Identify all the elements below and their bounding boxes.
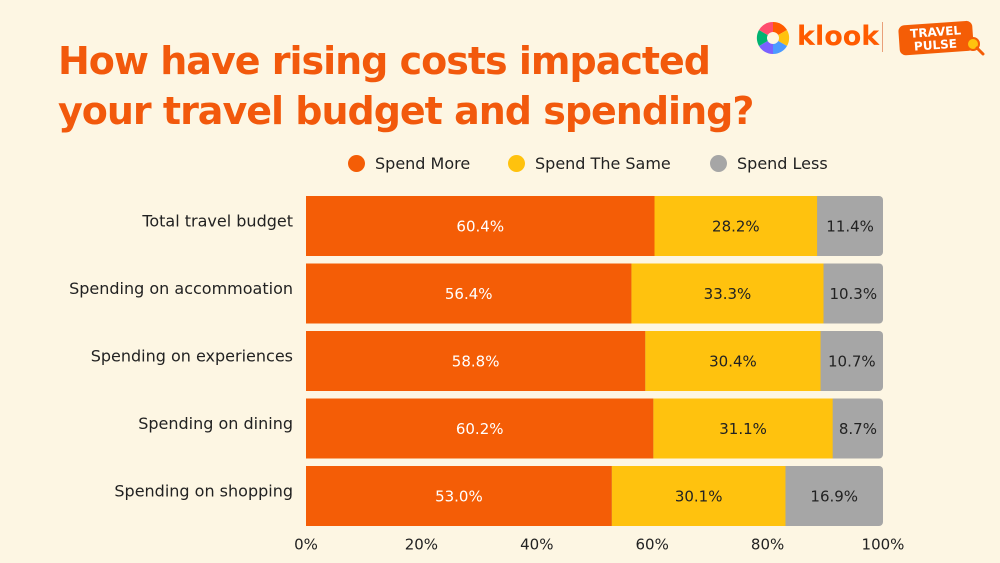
legend-item-spend-same: Spend The Same [508,150,671,176]
legend-label-spend-more: Spend More [375,153,471,173]
legend-label-spend-same: Spend The Same [535,153,671,173]
svg-text:TRAVEL: TRAVEL [910,23,962,41]
data-label-spend-more: 58.8% [452,353,500,371]
data-label-spend-less: 11.4% [826,218,874,236]
klook-brand-name: klook [797,21,880,52]
chart-title-line-1: How have rising costs impacted [58,39,711,83]
bar-segment-spend-same [611,466,786,526]
legend-swatch-spend-same [508,154,525,172]
data-label-spend-more: 60.2% [456,420,504,438]
x-tick-label: 40% [520,536,553,554]
legend-label-spend-less: Spend Less [737,153,828,173]
category-label: Spending on dining [138,414,293,433]
brand-logos: klook TRAVEL PULSE [755,20,985,56]
data-label-spend-same: 31.1% [719,420,767,438]
legend-swatch-spend-more [348,154,365,172]
category-label: Spending on experiences [91,347,293,366]
svg-text:PULSE: PULSE [914,37,958,54]
data-label-spend-less: 10.7% [828,353,876,371]
data-label-spend-less: 8.7% [839,420,877,438]
bar-segment-spend-less [823,263,879,324]
legend-swatch-spend-less [710,154,727,172]
bar-segment-spend-less [820,331,879,391]
bar-segment-spend-more [306,196,655,256]
data-label-spend-more: 56.4% [445,285,493,303]
data-label-spend-same: 33.3% [704,285,752,303]
data-label-spend-more: 60.4% [456,218,504,236]
category-label: Spending on accommoation [69,279,293,298]
x-tick-label: 60% [636,536,669,554]
data-label-spend-less: 16.9% [810,488,858,506]
bar-segment-spend-same [654,196,818,256]
bar-segment-spend-more [306,466,612,526]
chart-title-line-2: your travel budget and spending? [58,89,754,133]
category-label: Total travel budget [141,212,293,231]
bar-segment-spend-same [653,398,833,459]
bar-segment-spend-same [645,331,821,391]
data-label-spend-less: 10.3% [829,285,877,303]
data-label-spend-same: 30.4% [709,353,757,371]
klook-logo-icon [756,21,790,55]
bar-segment-spend-more [306,263,632,324]
category-label: Spending on shopping [114,482,293,501]
legend-item-spend-less: Spend Less [710,150,828,176]
bar-segment-spend-less [832,398,879,459]
travel-pulse-logo-icon: TRAVEL PULSE [898,20,985,56]
data-label-spend-more: 53.0% [435,488,483,506]
data-label-spend-same: 30.1% [675,488,723,506]
chart-title: How have rising costs impacted your trav… [58,36,778,136]
bar-segment-spend-same [631,263,824,324]
legend-item-spend-more: Spend More [348,150,470,176]
x-tick-label: 20% [405,536,438,554]
data-label-spend-same: 28.2% [712,218,760,236]
x-tick-label: 100% [862,536,905,554]
x-tick-label: 80% [751,536,784,554]
bar-segment-spend-more [306,331,646,391]
bar-segment-spend-less [817,196,879,256]
bar-segment-spend-less [785,466,879,526]
bar-segment-spend-more [306,398,654,459]
x-tick-label: 0% [294,536,318,554]
logo-divider [882,22,883,52]
